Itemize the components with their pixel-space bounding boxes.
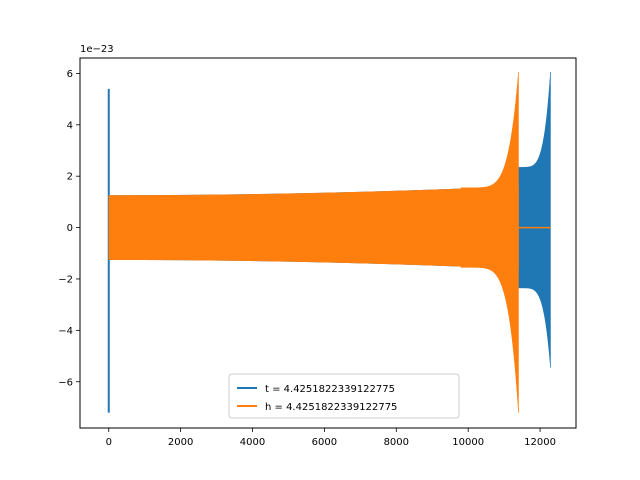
y-tick-label: −6 — [58, 377, 73, 388]
x-tick-label: 6000 — [312, 437, 337, 448]
x-tick-label: 2000 — [168, 437, 193, 448]
legend-label: h = 4.4251822339122775 — [265, 402, 397, 413]
y-tick-label: −4 — [58, 326, 73, 337]
x-tick-label: 0 — [106, 437, 112, 448]
series-h-plateau — [108, 186, 519, 269]
plot-area — [107, 72, 551, 413]
axes-ticks: 0 2000 4000 6000 8000 10000 12000 −6 −4 −2 0 2 4 6 — [58, 69, 556, 448]
y-offset-text: 1e−23 — [80, 44, 114, 55]
series-h-chirp — [460, 72, 519, 413]
axes-frame — [79, 57, 577, 429]
series-t-tail — [518, 72, 551, 368]
x-tick-label: 8000 — [384, 437, 409, 448]
legend-label: t = 4.4251822339122775 — [265, 384, 395, 395]
y-tick-label: 4 — [67, 120, 73, 131]
legend-box — [228, 373, 460, 419]
y-tick-label: −2 — [58, 274, 73, 285]
x-tick-label: 10000 — [452, 437, 484, 448]
y-tick-label: 0 — [67, 223, 73, 234]
x-tick-label: 12000 — [524, 437, 556, 448]
y-tick-label: 2 — [67, 172, 73, 183]
legend: t = 4.4251822339122775 h = 4.425182233912… — [228, 373, 460, 419]
x-tick-label: 4000 — [240, 437, 265, 448]
y-tick-label: 6 — [67, 69, 73, 80]
